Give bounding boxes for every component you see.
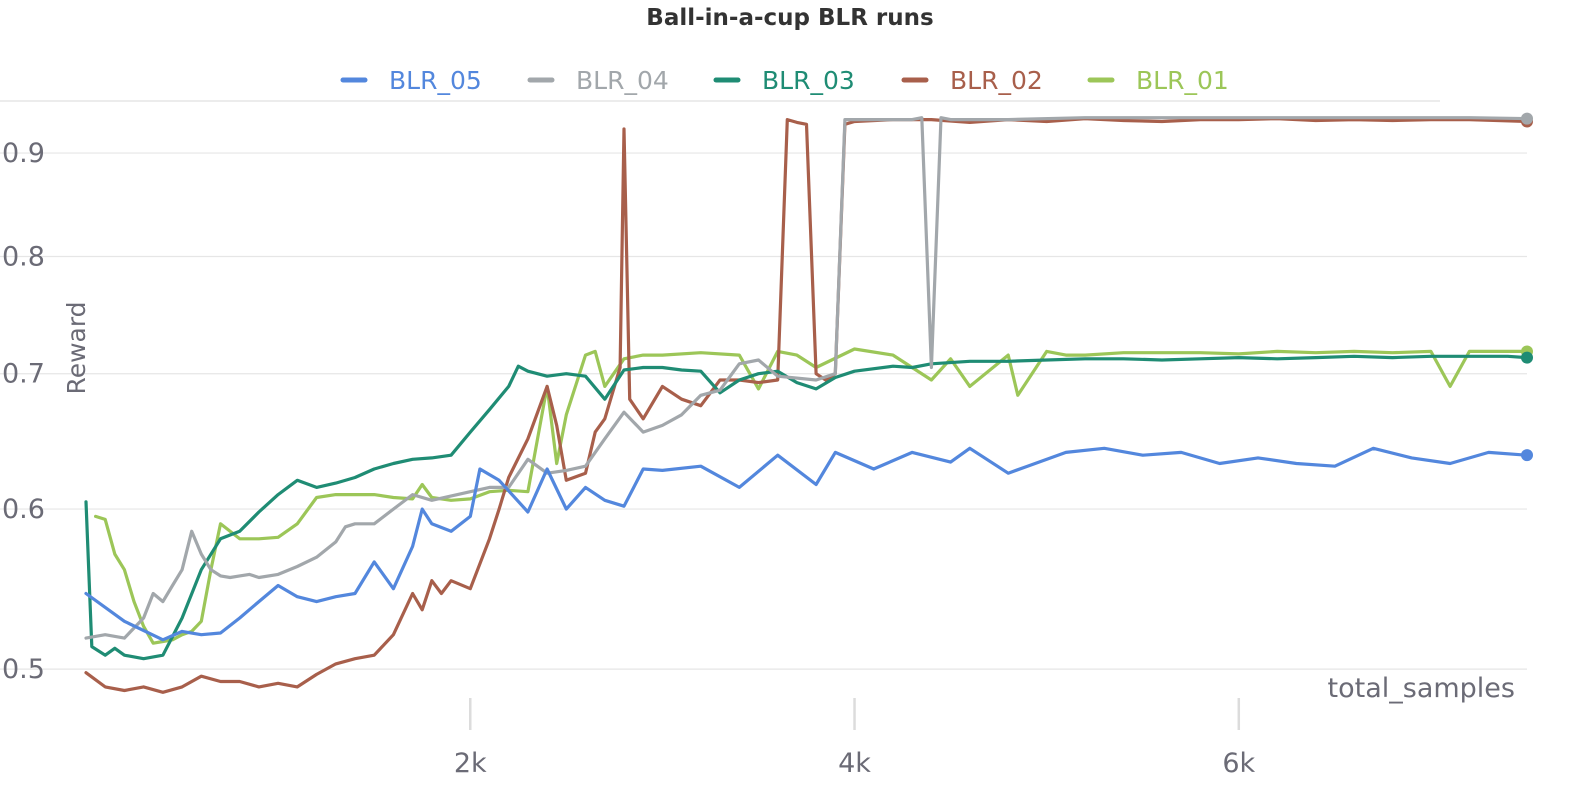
series-line-blr-01[interactable] (93, 347, 1529, 645)
x-axis-label: total_samples (1328, 673, 1515, 704)
legend-item-blr-02[interactable]: BLR_02 (901, 66, 1043, 95)
series-line-blr-04[interactable] (84, 116, 1529, 640)
x-tick-label: 2k (454, 748, 487, 779)
y-tick-label: 0.7 (2, 359, 45, 390)
legend-item-blr-01[interactable]: BLR_01 (1087, 66, 1229, 95)
legend-label: BLR_05 (389, 66, 482, 95)
legend-label: BLR_01 (1136, 66, 1229, 95)
y-tick-label: 0.9 (2, 138, 45, 169)
grid (0, 152, 1527, 730)
x-tick-label: 6k (1222, 748, 1255, 779)
y-tick-label: 0.8 (2, 241, 45, 272)
legend-label: BLR_03 (762, 66, 855, 95)
legend-label: BLR_02 (950, 66, 1043, 95)
legend[interactable]: BLR_05 BLR_04 BLR_03 BLR_02 BLR_01 (340, 66, 1229, 95)
series-layer (84, 112, 1533, 694)
chart-title: Ball-in-a-cup BLR runs (646, 5, 933, 31)
y-tick-label: 0.6 (2, 494, 45, 525)
tick-labels: 0.5 0.6 0.7 0.8 0.9 2k 4k 6k (2, 138, 1256, 779)
series-line-blr-02[interactable] (84, 116, 1529, 694)
legend-item-blr-03[interactable]: BLR_03 (713, 66, 855, 95)
series-end-point-blr-05[interactable] (1521, 449, 1533, 462)
series-end-point-blr-04[interactable] (1521, 112, 1533, 125)
series-line-blr-05[interactable] (84, 446, 1529, 642)
legend-item-blr-05[interactable]: BLR_05 (340, 66, 482, 95)
legend-item-blr-04[interactable]: BLR_04 (527, 66, 669, 95)
legend-label: BLR_04 (576, 66, 669, 95)
x-tick-label: 4k (838, 748, 871, 779)
series-line-blr-03[interactable] (84, 354, 1529, 661)
y-tick-label: 0.5 (2, 654, 45, 685)
series-end-point-blr-03[interactable] (1521, 351, 1533, 364)
y-axis-label: Reward (62, 301, 91, 394)
